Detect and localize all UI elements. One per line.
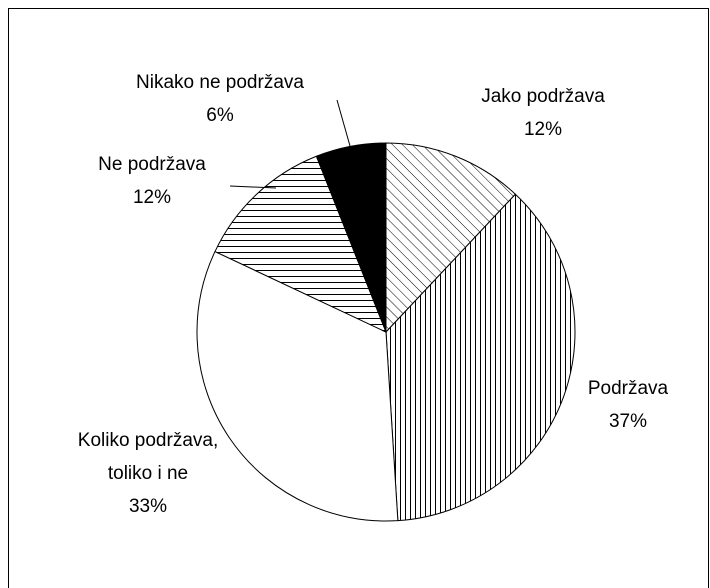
pie-slice <box>385 193 576 522</box>
slice-label: Nikako ne podržava 6% <box>110 66 330 132</box>
pie-slice <box>214 155 387 333</box>
slice-label: Jako podržava 12% <box>443 80 643 146</box>
category-label: Koliko podržava, toliko i ne <box>77 430 219 484</box>
category-label: Jako podržava <box>481 86 605 107</box>
frame <box>8 8 709 588</box>
value-label: 12% <box>523 119 563 140</box>
category-label: Ne podržava <box>98 154 206 175</box>
category-label: Podržava <box>587 378 669 399</box>
value-label: 12% <box>132 187 172 208</box>
pie-slice <box>196 250 399 522</box>
leader-line <box>336 99 351 147</box>
value-label: 33% <box>128 496 168 517</box>
value-label: 6% <box>206 105 234 126</box>
category-label: Nikako ne podržava <box>136 72 304 93</box>
slice-label: Podržava 37% <box>528 372 710 438</box>
leader-line <box>229 185 277 189</box>
slice-label: Koliko podržava, toliko i ne 33% <box>61 424 236 523</box>
pie <box>196 142 576 522</box>
slice-label: Ne podržava 12% <box>52 148 252 214</box>
pie-slice <box>315 142 387 333</box>
value-label: 37% <box>608 411 648 432</box>
pie-slice <box>385 142 517 334</box>
